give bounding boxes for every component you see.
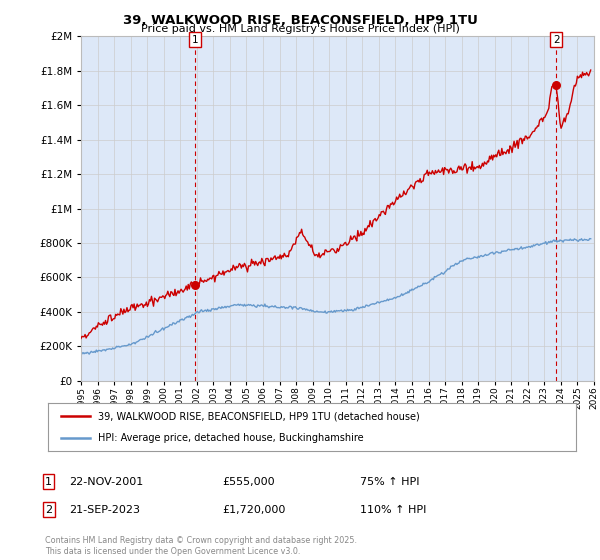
Text: 21-SEP-2023: 21-SEP-2023 xyxy=(69,505,140,515)
Text: £555,000: £555,000 xyxy=(222,477,275,487)
Text: Price paid vs. HM Land Registry's House Price Index (HPI): Price paid vs. HM Land Registry's House … xyxy=(140,24,460,34)
Text: 39, WALKWOOD RISE, BEACONSFIELD, HP9 1TU (detached house): 39, WALKWOOD RISE, BEACONSFIELD, HP9 1TU… xyxy=(98,411,420,421)
Text: 75% ↑ HPI: 75% ↑ HPI xyxy=(360,477,419,487)
Text: 22-NOV-2001: 22-NOV-2001 xyxy=(69,477,143,487)
Point xyxy=(190,281,200,290)
Text: 110% ↑ HPI: 110% ↑ HPI xyxy=(360,505,427,515)
Text: 2: 2 xyxy=(45,505,52,515)
Text: 2: 2 xyxy=(553,35,560,45)
Text: 1: 1 xyxy=(192,35,199,45)
Text: 39, WALKWOOD RISE, BEACONSFIELD, HP9 1TU: 39, WALKWOOD RISE, BEACONSFIELD, HP9 1TU xyxy=(122,14,478,27)
Point xyxy=(551,80,561,89)
Text: Contains HM Land Registry data © Crown copyright and database right 2025.
This d: Contains HM Land Registry data © Crown c… xyxy=(45,536,357,556)
Text: £1,720,000: £1,720,000 xyxy=(222,505,286,515)
Text: 1: 1 xyxy=(45,477,52,487)
Text: HPI: Average price, detached house, Buckinghamshire: HPI: Average price, detached house, Buck… xyxy=(98,433,364,443)
